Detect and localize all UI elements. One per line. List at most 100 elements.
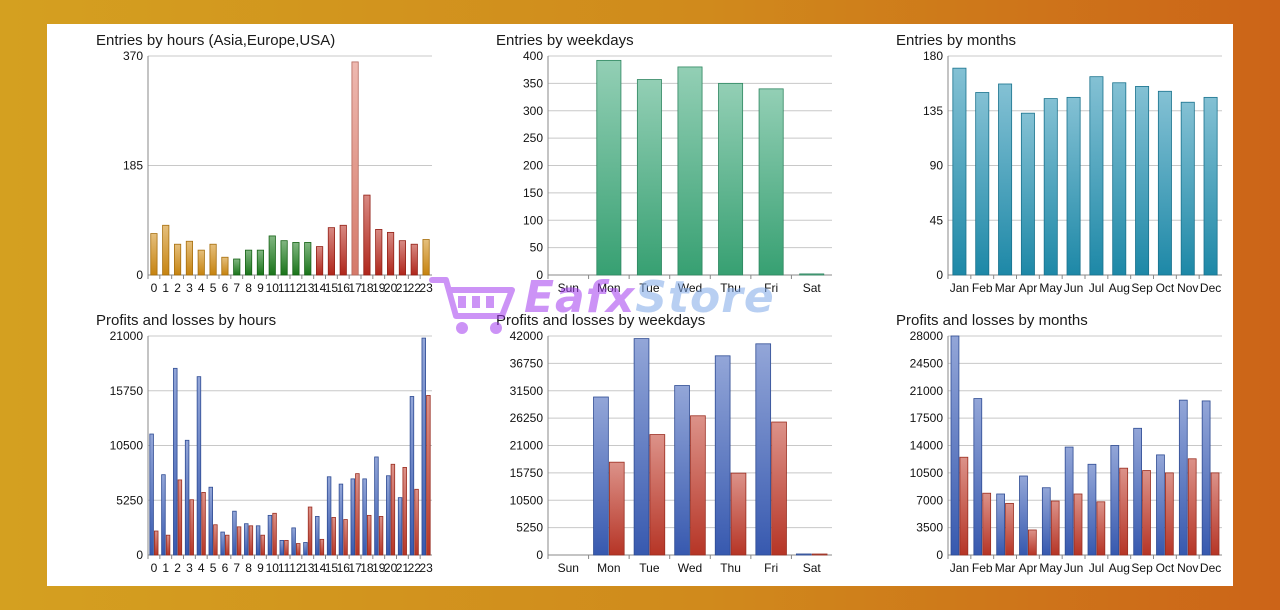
bar (596, 59, 622, 276)
x-tick-label: Mar (995, 561, 1016, 575)
x-tick-label: Oct (1156, 561, 1175, 575)
y-tick-label: 7000 (916, 493, 943, 507)
y-tick-label: 21000 (510, 439, 544, 453)
x-tick-label: 5 (210, 281, 217, 295)
bar (331, 517, 336, 556)
bar (279, 539, 284, 556)
bar (378, 516, 384, 556)
x-tick-label: Jul (1089, 281, 1104, 295)
x-tick-label: Sep (1131, 561, 1153, 575)
chart-title: Profits and losses by months (896, 312, 1088, 329)
bar (255, 525, 261, 556)
chart-entries-by-hours: 0 185 370 0 1 2 3 4 5 6 7 8 9 10 11 12 13 14 15 16 17 18 19 20 2… (96, 32, 436, 302)
x-tick-label: 3 (186, 561, 193, 575)
chart-svg: 0 3500 7000 10500 14000 17500 21000 24500 28000 J… (910, 329, 1222, 575)
bar (351, 61, 359, 276)
bar (268, 235, 276, 276)
bar (1110, 445, 1120, 556)
x-tick-label: Dec (1200, 281, 1221, 295)
x-tick-label: 0 (151, 281, 158, 295)
bar (1203, 96, 1218, 276)
x-tick-label: Apr (1019, 281, 1038, 295)
chart-entries-by-months: 0 45 90 135 180 Jan Feb Mar Apr May Jun Jul Aug Sep Oc… (896, 32, 1226, 302)
bar (236, 526, 242, 556)
bar (272, 512, 277, 556)
chart-profits-losses-by-months: 0 3500 7000 10500 14000 17500 21000 24500 28000 J… (896, 312, 1226, 582)
x-tick-label: 22 (408, 561, 422, 575)
bar (173, 367, 178, 556)
y-tick-label: 28000 (910, 329, 944, 343)
bar (355, 473, 360, 556)
bar (422, 239, 430, 276)
x-tick-label: Thu (720, 281, 741, 295)
x-tick-label: Thu (720, 561, 741, 575)
bar (390, 463, 396, 556)
bar (154, 530, 159, 556)
chart-title: Entries by weekdays (496, 32, 634, 49)
x-tick-label: 6 (222, 561, 229, 575)
charts-panel: 0 185 370 0 1 2 3 4 5 6 7 8 9 10 11 12 13 14 15 16 17 18 19 20 2… (47, 24, 1233, 586)
x-tick-label: 3 (186, 281, 193, 295)
bar (795, 553, 812, 556)
x-tick-label: Jun (1064, 561, 1083, 575)
bar (758, 88, 784, 276)
bar (811, 553, 828, 556)
bar (197, 249, 205, 276)
bar (1005, 502, 1014, 556)
bar (1157, 90, 1172, 276)
bar (771, 421, 787, 556)
bar (184, 439, 190, 556)
bar (1028, 529, 1037, 556)
x-tick-label: 14 (313, 281, 327, 295)
bar (1041, 487, 1051, 556)
x-tick-label: 22 (408, 281, 422, 295)
bar (284, 539, 289, 556)
bar (755, 343, 772, 556)
x-tick-label: 19 (372, 281, 386, 295)
y-tick-label: 5250 (116, 493, 143, 507)
chart-svg: 0 50 100 150 200 250 300 350 400 Sun Mon Tue Wed Thu F… (523, 49, 832, 295)
bar (982, 492, 992, 556)
x-tick-label: 23 (419, 561, 433, 575)
bar (363, 194, 371, 276)
bar (326, 476, 332, 556)
x-tick-label: Feb (972, 281, 993, 295)
bar (677, 66, 703, 276)
x-tick-label: 1 (162, 561, 169, 575)
x-tick-label: 11 (278, 281, 291, 295)
x-tick-label: Fri (764, 561, 778, 575)
bar (973, 398, 983, 556)
y-tick-label: 300 (523, 104, 543, 118)
bar (213, 524, 218, 556)
bar (339, 224, 347, 276)
bar (267, 514, 273, 556)
x-tick-label: 18 (360, 561, 374, 575)
y-tick-label: 3500 (916, 521, 943, 535)
bar (1178, 399, 1188, 556)
bar (150, 233, 158, 276)
bar (730, 472, 747, 556)
x-tick-label: Fri (764, 281, 778, 295)
bar (196, 376, 202, 556)
y-tick-label: 50 (530, 241, 544, 255)
x-tick-label: Nov (1177, 281, 1198, 295)
x-tick-label: 8 (245, 281, 252, 295)
x-tick-label: 6 (222, 281, 229, 295)
y-tick-label: 0 (536, 268, 543, 282)
bar (185, 240, 193, 276)
y-tick-label: 200 (523, 159, 543, 173)
x-tick-label: 21 (396, 561, 410, 575)
y-tick-label: 21000 (910, 384, 944, 398)
bar (1096, 501, 1106, 556)
x-tick-label: Wed (678, 561, 702, 575)
y-tick-label: 21000 (110, 329, 144, 343)
chart-svg: 0 5250 10500 15750 21000 26250 31500 36750 42000… (510, 329, 832, 575)
x-tick-label: Sun (558, 281, 579, 295)
x-tick-label: Aug (1109, 281, 1130, 295)
x-tick-label: 20 (384, 561, 398, 575)
x-tick-label: Jan (950, 281, 969, 295)
x-tick-label: Jun (1064, 281, 1083, 295)
x-tick-label: Jan (950, 561, 969, 575)
x-tick-label: 20 (384, 281, 398, 295)
